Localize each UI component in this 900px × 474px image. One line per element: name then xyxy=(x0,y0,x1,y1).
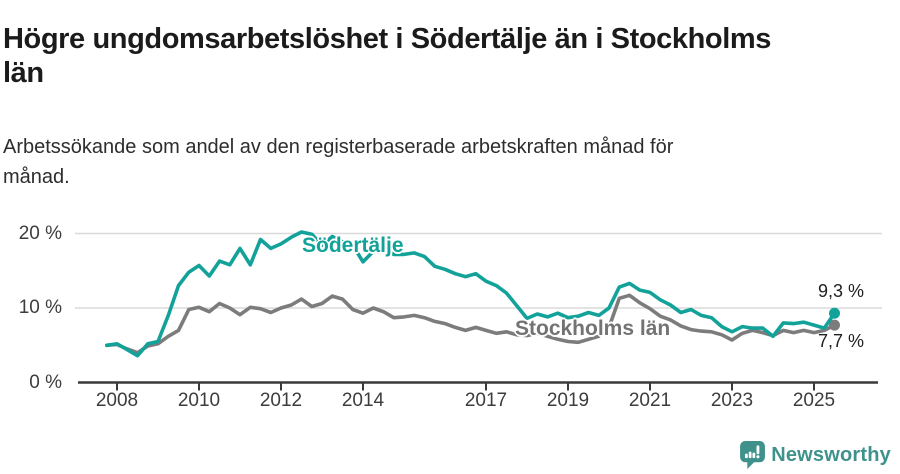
series-line-stockholms-l-n xyxy=(105,293,837,355)
y-axis-label-0: 0 % xyxy=(29,371,62,393)
x-axis-label-2010: 2010 xyxy=(177,390,221,411)
newsworthy-bubble-chart-icon xyxy=(740,441,766,469)
brand-name: Newsworthy xyxy=(771,443,891,466)
x-axis-label-2023: 2023 xyxy=(710,390,754,411)
y-axis-label-10: 10 % xyxy=(18,297,62,318)
subtitle-line-1: Arbetssökande som andel av den registerb… xyxy=(3,136,674,158)
logo-bar-1 xyxy=(745,453,748,459)
x-axis-label-2017: 2017 xyxy=(464,390,508,411)
x-axis-label-2021: 2021 xyxy=(628,390,672,411)
x-axis-label-2014: 2014 xyxy=(341,390,385,411)
series-label-sodertalje: Södertälje xyxy=(302,234,404,257)
page-title: Högre ungdomsarbetslöshet i Södertälje ä… xyxy=(3,22,863,90)
x-axis-label-2012: 2012 xyxy=(259,390,303,411)
logo-exclamation-dot xyxy=(756,455,760,459)
logo-bar-3 xyxy=(752,452,756,459)
newsworthy-logo: Newsworthy xyxy=(740,441,891,469)
logo-exclamation-bar xyxy=(756,445,760,455)
series-line-s-dert-lje xyxy=(105,230,837,358)
title-line-2: län xyxy=(3,57,44,90)
logo-bar-2 xyxy=(748,451,752,459)
subtitle-line-2: månad. xyxy=(3,166,70,188)
y-axis-label-20: 20 % xyxy=(18,222,62,244)
x-axis-label-2008: 2008 xyxy=(95,390,139,411)
x-axis-label-2019: 2019 xyxy=(546,390,590,411)
end-value-label-stockholms-lan: 7,7 % xyxy=(817,331,864,351)
end-value-label-sodertalje: 9,3 % xyxy=(817,281,864,301)
series-end-dot-s-dert-lje xyxy=(829,307,840,319)
series-label-stockholms-lan: Stockholms län xyxy=(515,317,671,340)
chart-subtitle: Arbetssökande som andel av den registerb… xyxy=(3,132,803,192)
series-end-dot-stockholms-l-n xyxy=(829,319,840,331)
title-line-1: Högre ungdomsarbetslöshet i Södertälje ä… xyxy=(3,23,771,56)
x-axis-label-2025: 2025 xyxy=(792,390,836,411)
